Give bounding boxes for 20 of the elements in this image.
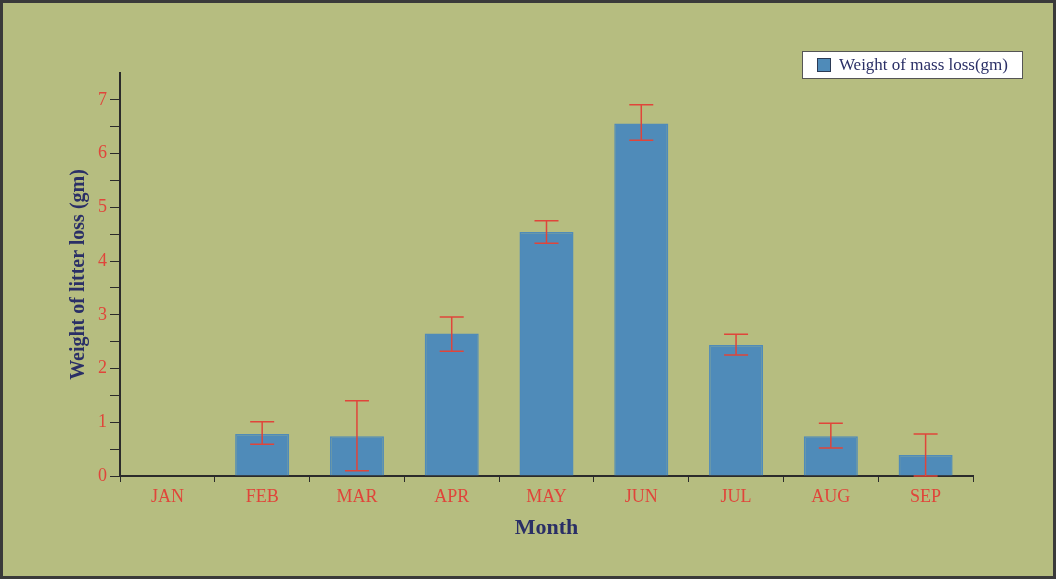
x-tick-label: MAY [526,485,567,506]
y-tick-label: 5 [98,196,107,217]
y-tick-label: 3 [98,303,107,324]
legend-label: Weight of mass loss(gm) [838,55,1008,75]
x-tick-label: SEP [910,485,942,506]
x-tick-label: JUN [624,485,658,506]
x-tick-label: JUL [720,485,752,506]
y-tick-label: 4 [98,249,107,270]
x-tick-label: JAN [150,485,184,506]
x-tick-label: AUG [811,485,851,506]
y-tick-label: 2 [98,357,107,378]
y-tick-label: 1 [98,411,107,431]
y-axis-title: Weight of litter loss (gm) [66,169,90,380]
x-tick-label: APR [434,485,470,506]
x-tick-label: MAR [336,485,378,506]
y-tick-label: 6 [98,142,107,163]
x-axis-title: Month [514,514,579,540]
x-tick-label: FEB [245,485,279,506]
y-tick-label: 0 [98,464,107,485]
y-tick-label: 7 [98,88,107,109]
